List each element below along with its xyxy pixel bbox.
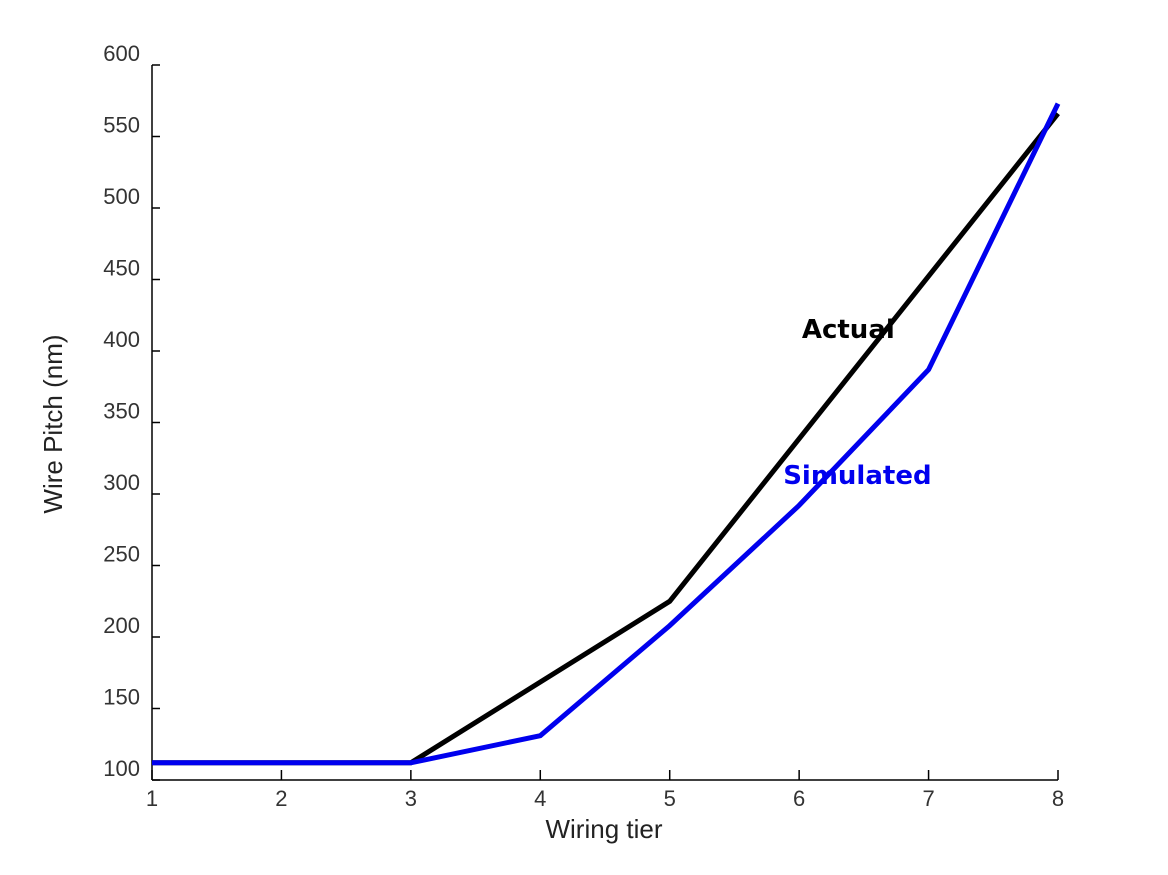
y-tick-label: 150	[103, 685, 140, 710]
y-tick-label: 500	[103, 184, 140, 209]
y-tick-label: 300	[103, 470, 140, 495]
y-tick-label: 250	[103, 542, 140, 567]
x-tick-label: 3	[405, 786, 417, 811]
y-tick-label: 550	[103, 113, 140, 138]
y-tick-label: 450	[103, 256, 140, 281]
series-label-actual: Actual	[802, 315, 895, 345]
axes: 1 2 3 4 5 6 7 8 100 150 200 250 300 350 400 450 500 550 60…	[103, 41, 1064, 811]
y-tick-label: 350	[103, 399, 140, 424]
series-line-simulated	[152, 102, 1061, 766]
x-tick-label: 4	[534, 786, 546, 811]
x-tick-label: 6	[793, 786, 805, 811]
series-line-actual	[152, 112, 1060, 766]
x-tick-label: 7	[922, 786, 934, 811]
series-labels: Actual Simulated	[783, 315, 931, 491]
x-tick-label: 1	[146, 786, 158, 811]
y-tick-label: 600	[103, 41, 140, 66]
x-axis-label: Wiring tier	[545, 814, 662, 844]
y-axis-label: Wire Pitch (nm)	[38, 334, 68, 513]
x-tick-label: 5	[664, 786, 676, 811]
x-tick-label: 8	[1052, 786, 1064, 811]
series-lines	[152, 102, 1061, 766]
y-tick-label: 200	[103, 613, 140, 638]
x-tick-label: 2	[275, 786, 287, 811]
y-tick-label: 400	[103, 327, 140, 352]
y-tick-label: 100	[103, 756, 140, 781]
series-label-simulated: Simulated	[783, 461, 931, 491]
